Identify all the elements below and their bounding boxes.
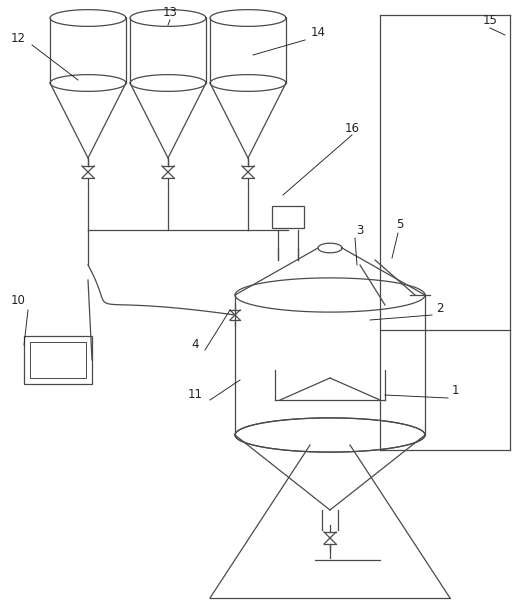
Text: 3: 3 xyxy=(356,223,364,237)
Bar xyxy=(272,206,304,228)
Text: 15: 15 xyxy=(483,13,497,26)
Text: 1: 1 xyxy=(451,383,459,397)
Text: 14: 14 xyxy=(310,25,325,39)
Text: 12: 12 xyxy=(10,31,25,45)
Bar xyxy=(24,336,92,384)
Text: 5: 5 xyxy=(396,219,404,232)
Bar xyxy=(30,342,86,378)
Text: 11: 11 xyxy=(188,388,203,402)
Text: 13: 13 xyxy=(163,5,178,19)
Text: 16: 16 xyxy=(344,122,359,134)
Text: 2: 2 xyxy=(436,302,444,314)
Text: 10: 10 xyxy=(10,294,25,306)
Text: 4: 4 xyxy=(191,338,199,352)
